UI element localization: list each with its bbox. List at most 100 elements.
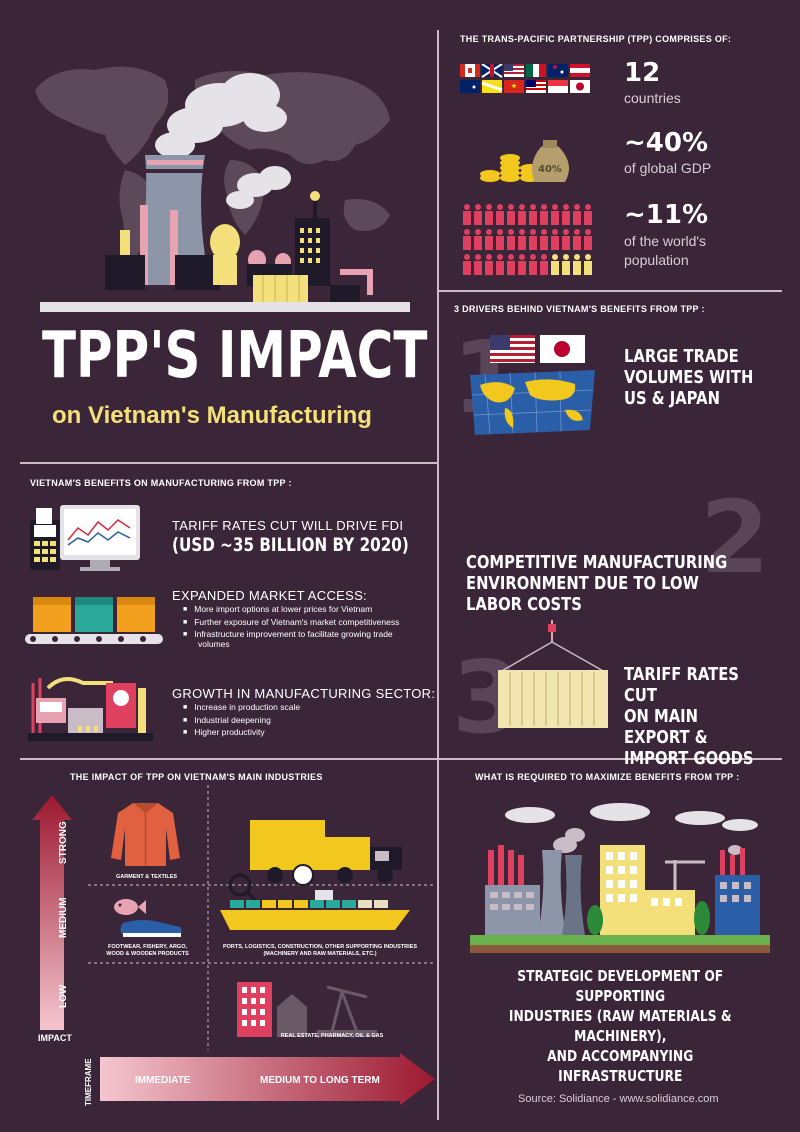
driver-2-text: COMPETITIVE MANUFACTURING ENVIRONMENT DUE… <box>466 552 728 615</box>
hero-illustration <box>35 66 410 312</box>
list-item: Further exposure of Vietnam's market com… <box>183 617 399 630</box>
tank-icon <box>210 224 240 260</box>
hero-subtitle: on Vietnam's Manufacturing <box>52 402 372 429</box>
person-icon <box>529 204 537 225</box>
truck-ship-icon <box>220 820 410 930</box>
person-icon <box>474 254 482 275</box>
source-text: Source: Solidiance - www.solidiance.com <box>518 1093 719 1105</box>
population-value: ~11% <box>624 200 709 230</box>
person-icon <box>573 229 581 250</box>
person-icon <box>551 254 559 275</box>
countries-label: countries <box>624 90 681 106</box>
person-icon <box>463 229 471 250</box>
timeframe-immediate: IMMEDIATE <box>135 1075 191 1086</box>
list-item: Higher productivity <box>183 727 300 740</box>
benefit-2-bullet-continuation: volumes <box>198 639 230 649</box>
gold-coins-icon: 40% <box>480 140 569 182</box>
list-item: Industrial deepening <box>183 715 300 728</box>
population-people-icon <box>463 204 592 275</box>
composition-title: THE TRANS-PACIFIC PARTNERSHIP (TPP) COMP… <box>460 34 732 44</box>
person-icon <box>485 204 493 225</box>
benefit-3-bullets: Increase in production scale Industrial … <box>183 702 300 740</box>
divider-right-top <box>437 290 782 292</box>
drivers-title: 3 DRIVERS BEHIND VIETNAM'S BENEFITS FROM… <box>454 304 705 314</box>
person-icon <box>496 254 504 275</box>
benefit-1-value: (USD ~35 BILLION BY 2020) <box>172 534 409 556</box>
person-icon <box>540 204 548 225</box>
person-icon <box>529 229 537 250</box>
driver-2-number: 2 <box>700 479 770 596</box>
benefit-3-title: GROWTH IN MANUFACTURING SECTOR: <box>172 686 436 701</box>
impact-medium: MEDIUM <box>58 897 69 938</box>
timeframe-long: MEDIUM TO LONG TERM <box>260 1075 380 1086</box>
list-item: Infrastructure improvement to facilitate… <box>183 629 399 642</box>
workers-icon <box>468 460 698 552</box>
person-icon <box>474 229 482 250</box>
person-icon <box>562 254 570 275</box>
footwear-label: FOOTWEAR, FISHERY, ARGO, WOOD & WOODEN PR… <box>106 944 189 957</box>
person-icon <box>518 229 526 250</box>
jacket-icon <box>111 803 180 866</box>
impact-label: IMPACT <box>38 1033 72 1043</box>
person-icon <box>474 204 482 225</box>
person-icon <box>463 204 471 225</box>
vertical-divider <box>437 30 439 1120</box>
impact-strong: STRONG <box>58 821 69 864</box>
shipping-container-icon <box>498 620 608 728</box>
driver-1-text: LARGE TRADE VOLUMES WITH US & JAPAN <box>624 346 754 409</box>
person-icon <box>584 204 592 225</box>
manufacturing-machinery-icon <box>28 677 153 741</box>
ports-label: PORTS, LOGISTICS, CONSTRUCTION, OTHER SU… <box>222 944 418 957</box>
person-icon <box>463 254 471 275</box>
impact-arrow <box>32 795 72 1030</box>
realestate-oil-icon <box>237 982 377 1037</box>
matrix-grid-lines <box>88 785 433 1050</box>
list-item: More import options at lower prices for … <box>183 604 399 617</box>
person-icon <box>518 204 526 225</box>
person-icon <box>562 229 570 250</box>
list-item: Increase in production scale <box>183 702 300 715</box>
person-icon <box>573 204 581 225</box>
person-icon <box>507 254 515 275</box>
shoe-fish-icon <box>114 899 182 937</box>
industries-title: THE IMPACT OF TPP ON VIETNAM'S MAIN INDU… <box>70 772 323 782</box>
driver-3-text: TARIFF RATES CUT ON MAIN EXPORT & IMPORT G… <box>624 664 754 769</box>
person-icon <box>551 204 559 225</box>
gdp-label: of global GDP <box>624 160 712 176</box>
person-icon <box>584 254 592 275</box>
benefit-2-bullets: More import options at lower prices for … <box>183 604 399 642</box>
gdp-bag-label: 40% <box>538 164 562 175</box>
person-icon <box>584 229 592 250</box>
divider-left-mid <box>20 462 437 464</box>
benefit-2-title: EXPANDED MARKET ACCESS: <box>172 588 367 603</box>
divider-bottom <box>20 758 782 760</box>
person-icon <box>540 254 548 275</box>
person-icon <box>573 254 581 275</box>
person-icon <box>551 229 559 250</box>
countries-value: 12 <box>624 58 661 88</box>
fdi-terminal-chart-icon <box>30 505 140 571</box>
population-label-line2: population <box>624 252 689 268</box>
population-label-line1: of the world's <box>624 233 707 249</box>
timeframe-label: TIMEFRAME <box>84 1058 93 1106</box>
impact-low: LOW <box>58 984 69 1008</box>
person-icon <box>496 229 504 250</box>
smoke-cloud-icon <box>155 73 291 209</box>
person-icon <box>562 204 570 225</box>
person-icon <box>507 229 515 250</box>
flags-grid-icon <box>460 64 590 93</box>
benefits-title: VIETNAM'S BENEFITS ON MANUFACTURING FROM… <box>30 478 292 488</box>
person-icon <box>507 204 515 225</box>
garment-label: GARMENT & TEXTILES <box>115 874 178 880</box>
required-text: STRATEGIC DEVELOPMENT OF SUPPORTING INDUS… <box>508 967 732 1085</box>
hero-title: TPP'S IMPACT <box>42 319 428 393</box>
benefit-1-title: TARIFF RATES CUT WILL DRIVE FDI <box>172 518 404 533</box>
person-icon <box>518 254 526 275</box>
industrial-infrastructure-icon <box>470 803 770 953</box>
person-icon <box>540 229 548 250</box>
person-icon <box>529 254 537 275</box>
realestate-label: REAL ESTATE, PHARMACY, OIL & GAS <box>280 1033 384 1039</box>
timeframe-arrow <box>100 1053 435 1105</box>
gdp-value: ~40% <box>624 128 709 158</box>
required-title: WHAT IS REQUIRED TO MAXIMIZE BENEFITS FR… <box>475 772 740 782</box>
